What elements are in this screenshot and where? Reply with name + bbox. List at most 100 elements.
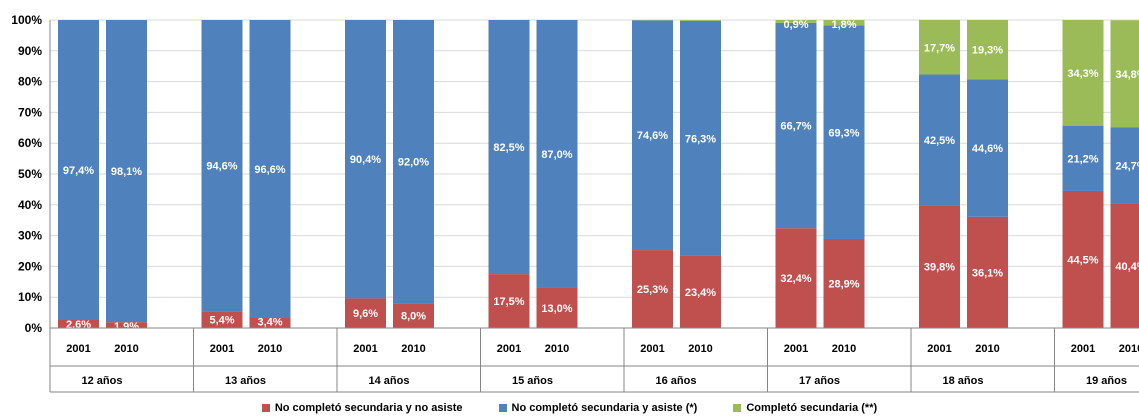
x-tick-year: 2001	[640, 343, 664, 355]
legend-item-not-completed-not-attending: No completó secundaria y no asiste	[261, 400, 463, 416]
bar-segment	[632, 250, 673, 328]
x-tick-year: 2001	[210, 343, 234, 355]
x-tick-year: 2001	[1071, 343, 1095, 355]
bar-segment	[680, 255, 721, 328]
x-tick-year: 2010	[975, 343, 999, 355]
data-label: 23,4%	[685, 287, 716, 299]
data-label: 76,3%	[685, 133, 716, 145]
x-tick-year: 2001	[353, 343, 377, 355]
chart-legend: No completó secundaria y no asiste No co…	[0, 400, 1139, 416]
bar-segment	[967, 20, 1008, 80]
bar-segment	[249, 317, 291, 328]
bar-segment	[1062, 125, 1104, 191]
legend-swatch-blue	[498, 404, 507, 412]
bar-segment	[775, 228, 817, 328]
bar-segment	[488, 20, 530, 275]
data-label: 34,8%	[1115, 69, 1139, 81]
bar-segment	[919, 74, 960, 206]
bar-segment	[201, 311, 243, 328]
x-tick-year: 2001	[497, 343, 521, 355]
data-label: 36,1%	[972, 267, 1003, 279]
y-tick-label: 50%	[18, 167, 42, 181]
data-label: 17,5%	[493, 296, 524, 308]
bar-segment	[536, 20, 578, 288]
data-label: 1,9%	[114, 321, 139, 333]
bar-segment	[393, 20, 434, 304]
x-tick-year: 2010	[401, 343, 425, 355]
legend-label: Completó secundaria (**)	[746, 402, 878, 414]
y-tick-label: 40%	[18, 198, 42, 212]
data-label: 5,4%	[209, 315, 234, 327]
bar-segment	[1110, 127, 1139, 204]
bar-segment	[106, 20, 147, 323]
bar-segment	[249, 20, 291, 318]
data-label: 98,1%	[111, 166, 142, 178]
data-label: 28,9%	[828, 278, 859, 290]
bar-segment	[201, 20, 243, 312]
data-label: 90,4%	[350, 154, 381, 166]
data-label: 21,2%	[1067, 153, 1098, 165]
data-label: 66,7%	[780, 120, 811, 132]
data-label: 24,7%	[1115, 161, 1139, 173]
y-tick-label: 100%	[11, 13, 42, 27]
data-label: 40,4%	[1115, 261, 1139, 273]
bar-segment	[1110, 203, 1139, 328]
y-tick-label: 10%	[18, 290, 42, 304]
data-label: 87,0%	[541, 149, 572, 161]
data-label: 1,8%	[831, 19, 856, 31]
bar-segment	[536, 287, 578, 328]
x-tick-year: 2010	[1119, 343, 1139, 355]
x-tick-group: 13 años	[225, 375, 266, 387]
data-label: 3,4%	[257, 317, 282, 329]
data-label: 44,6%	[972, 143, 1003, 155]
data-label: 94,6%	[206, 161, 237, 173]
bar-segment	[967, 79, 1008, 217]
legend-item-completed: Completó secundaria (**)	[733, 400, 877, 416]
data-label: 69,3%	[828, 127, 859, 139]
data-label: 44,5%	[1067, 254, 1098, 266]
x-tick-group: 17 años	[799, 375, 840, 387]
y-tick-label: 0%	[25, 321, 43, 335]
bar-segment	[775, 22, 817, 229]
data-label: 9,6%	[353, 308, 378, 320]
bar-segment	[345, 20, 386, 299]
data-label: 34,3%	[1067, 68, 1098, 80]
y-tick-label: 60%	[18, 136, 42, 150]
x-tick-year: 2010	[114, 343, 138, 355]
y-tick-label: 20%	[18, 259, 42, 273]
data-label: 96,6%	[254, 164, 285, 176]
bar-segment	[680, 20, 721, 21]
data-label: 25,3%	[637, 284, 668, 296]
x-tick-group: 18 años	[943, 375, 984, 387]
data-label: 92,0%	[398, 157, 429, 169]
x-tick-year: 2001	[66, 343, 90, 355]
legend-item-not-completed-attending: No completó secundaria y asiste (*)	[498, 400, 698, 416]
data-label: 32,4%	[780, 273, 811, 285]
x-tick-year: 2010	[258, 343, 282, 355]
data-label: 13,0%	[541, 303, 572, 315]
bar-segment	[823, 25, 865, 239]
x-tick-year: 2001	[927, 343, 951, 355]
bar-segment	[1062, 20, 1104, 126]
bar-segment	[1110, 20, 1139, 128]
bar-segment	[1062, 190, 1104, 328]
x-tick-group: 12 años	[82, 375, 123, 387]
x-tick-group: 16 años	[656, 375, 697, 387]
data-label: 19,3%	[972, 45, 1003, 57]
bar-segment	[345, 298, 386, 328]
legend-swatch-green	[733, 404, 742, 412]
x-tick-year: 2010	[545, 343, 569, 355]
bar-segment	[58, 20, 99, 320]
bar-segment	[823, 238, 865, 328]
chart-canvas: 0% 10% 20% 30% 40% 50% 60% 70% 80% 90% 100% 2,6% 97,…	[11, 13, 1139, 393]
bar-segment	[967, 216, 1008, 328]
x-tick-group: 14 años	[369, 375, 410, 387]
legend-label: No completó secundaria y asiste (*)	[511, 402, 698, 414]
y-tick-label: 90%	[18, 44, 42, 58]
bar-segment	[393, 303, 434, 328]
data-label: 39,8%	[924, 262, 955, 274]
bar-segment	[919, 20, 960, 75]
x-tick-group: 19 años	[1086, 375, 1127, 387]
bar-segment	[823, 20, 865, 26]
